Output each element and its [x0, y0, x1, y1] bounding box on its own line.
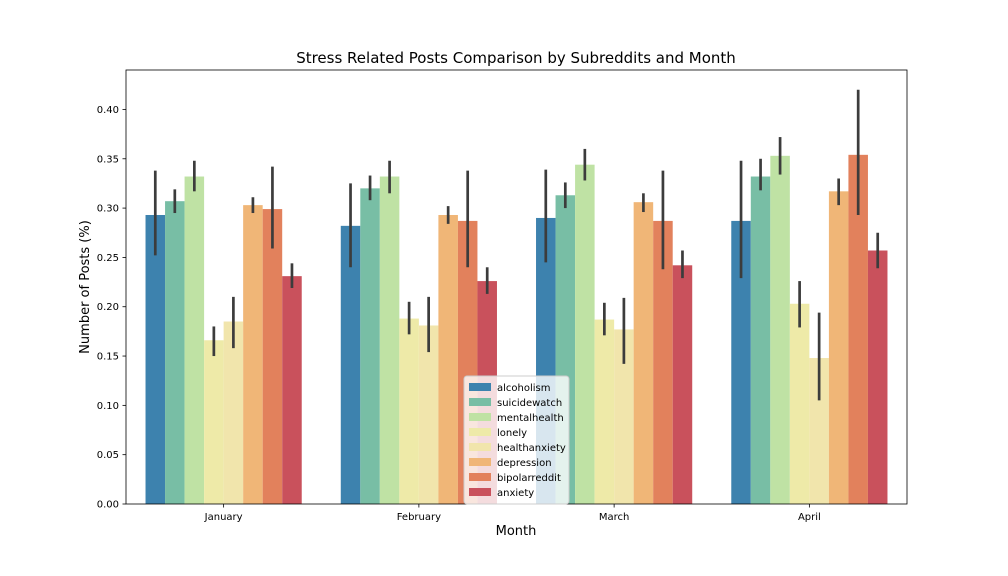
bar: [614, 329, 634, 504]
y-tick-label: 0.20: [97, 302, 119, 313]
legend: alcoholism suicidewatch mentalhealth lonely…: [463, 375, 570, 505]
bar: [438, 214, 458, 504]
legend-swatch: [469, 443, 491, 451]
bar: [360, 188, 380, 504]
y-tick-label: 0.30: [97, 204, 119, 215]
bar: [204, 340, 224, 504]
bar: [418, 325, 439, 504]
legend-swatch: [469, 473, 491, 481]
y-tick-label: 0.00: [97, 500, 119, 511]
legend-label: lonely: [497, 428, 527, 439]
y-axis-title: Number of Posts (%): [78, 220, 93, 354]
y-tick-label: 0.05: [97, 450, 119, 461]
legend-label: alcoholism: [497, 383, 551, 394]
bar: [379, 176, 400, 504]
legend-swatch: [469, 398, 491, 406]
bar: [282, 276, 302, 504]
bar: [867, 250, 888, 504]
bar: [145, 214, 166, 504]
y-tick-label: 0.10: [97, 401, 119, 412]
legend-label: anxiety: [497, 488, 534, 499]
y-tick-label: 0.25: [97, 253, 119, 264]
bar: [848, 154, 868, 504]
legend-label: healthanxiety: [497, 443, 566, 454]
legend-swatch: [469, 413, 491, 421]
legend-swatch: [469, 458, 491, 466]
x-axis-title: Month: [496, 524, 537, 539]
x-tick-label: April: [798, 512, 821, 523]
chart-title: Stress Related Posts Comparison by Subre…: [296, 49, 736, 67]
legend-swatch: [469, 488, 491, 496]
bar: [828, 191, 849, 504]
bar: [809, 358, 829, 504]
bar: [731, 220, 751, 504]
bar: [672, 265, 693, 504]
bar: [653, 220, 673, 504]
bar: [223, 321, 244, 504]
bar: [184, 176, 205, 504]
legend-label: suicidewatch: [497, 398, 562, 409]
bar: [243, 205, 263, 504]
bar: [633, 202, 654, 504]
bar: [750, 176, 771, 504]
bar: [594, 319, 615, 504]
y-tick-label: 0.40: [97, 105, 119, 116]
legend-label: mentalhealth: [497, 413, 564, 424]
x-tick-label: March: [599, 512, 629, 523]
x-tick-label: February: [397, 512, 441, 523]
legend-label: bipolarreddit: [497, 473, 561, 484]
plot-area: 0.00 0.05 0.10 0.15 0.20 0.25 0.30 0.35 0.40 Janu…: [97, 69, 908, 523]
bar: [262, 209, 283, 504]
bar: [399, 318, 419, 504]
x-tick-label: January: [204, 512, 243, 523]
legend-swatch: [469, 383, 491, 391]
legend-label: depression: [497, 458, 552, 469]
y-tick-label: 0.35: [97, 154, 119, 165]
bar: [340, 225, 361, 504]
bar: [165, 201, 185, 504]
legend-swatch: [469, 428, 491, 436]
legend-box: [463, 375, 570, 505]
bar: [575, 164, 595, 504]
bar: [770, 155, 790, 504]
bar: [789, 303, 810, 504]
y-tick-label: 0.15: [97, 352, 119, 363]
